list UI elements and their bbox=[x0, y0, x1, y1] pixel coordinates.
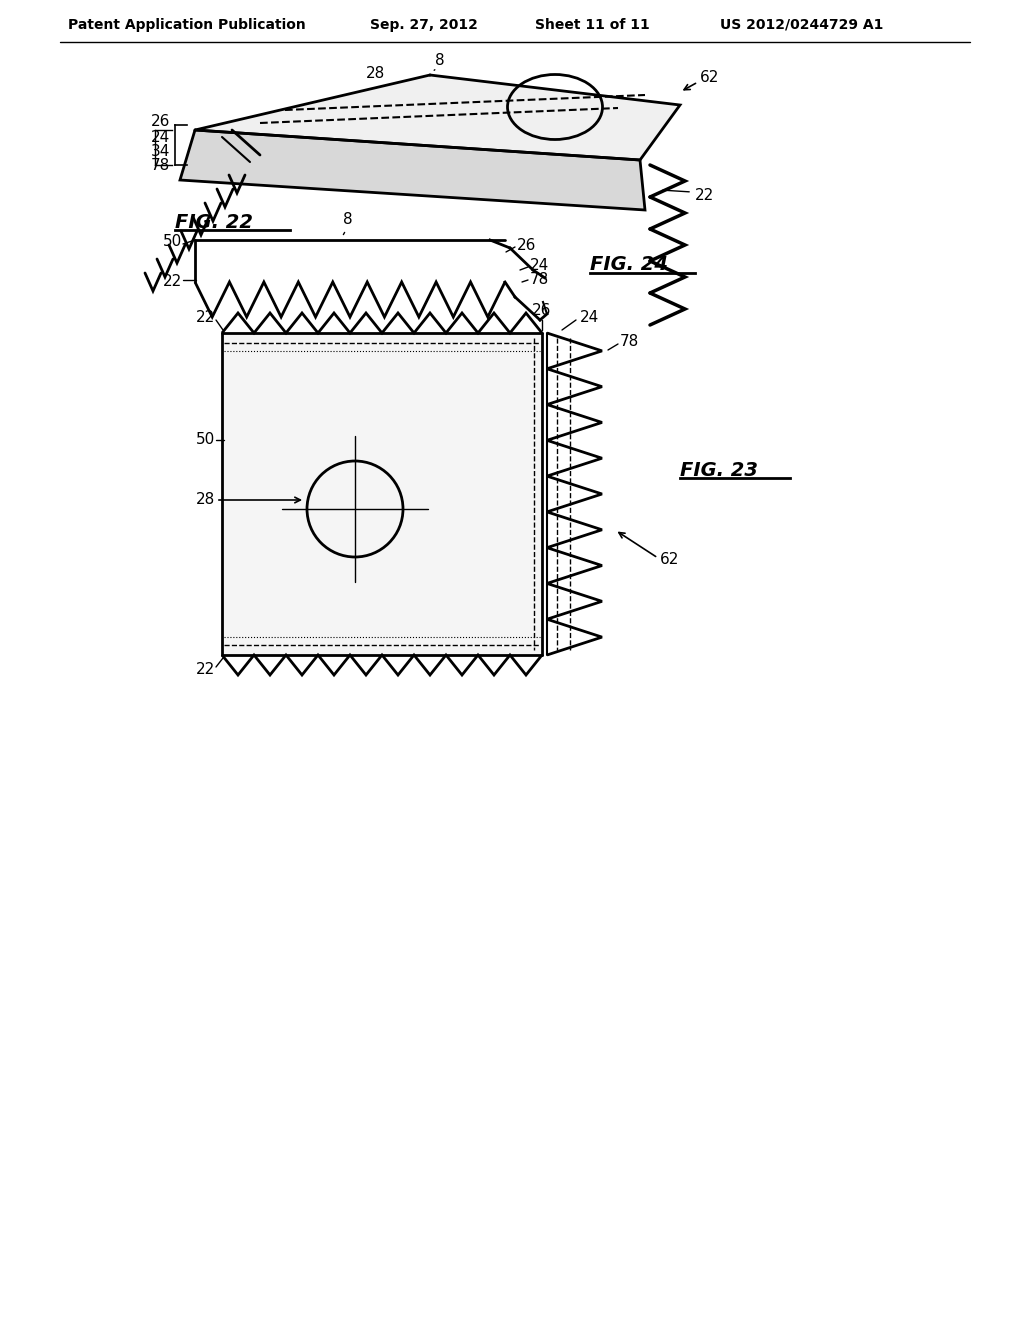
Text: 34: 34 bbox=[151, 144, 170, 160]
Text: 78: 78 bbox=[151, 158, 170, 173]
Text: 22: 22 bbox=[196, 310, 215, 326]
Text: 62: 62 bbox=[700, 70, 720, 86]
Text: 22: 22 bbox=[695, 187, 715, 202]
Text: 50: 50 bbox=[196, 433, 215, 447]
Polygon shape bbox=[180, 129, 645, 210]
Text: FIG. 22: FIG. 22 bbox=[175, 213, 253, 231]
Text: FIG. 23: FIG. 23 bbox=[680, 461, 758, 479]
Text: 24: 24 bbox=[530, 257, 549, 272]
Polygon shape bbox=[222, 333, 542, 655]
Text: 24: 24 bbox=[151, 131, 170, 145]
Text: Sep. 27, 2012: Sep. 27, 2012 bbox=[370, 18, 478, 32]
Text: 50: 50 bbox=[163, 235, 182, 249]
Text: 8: 8 bbox=[435, 53, 444, 69]
Text: 28: 28 bbox=[366, 66, 385, 81]
Text: 26: 26 bbox=[532, 304, 552, 318]
Text: 22: 22 bbox=[196, 663, 215, 677]
Text: 78: 78 bbox=[530, 272, 549, 288]
Text: 62: 62 bbox=[660, 553, 679, 568]
Text: 24: 24 bbox=[580, 310, 599, 326]
Text: US 2012/0244729 A1: US 2012/0244729 A1 bbox=[720, 18, 884, 32]
Text: 78: 78 bbox=[620, 334, 639, 350]
Text: Sheet 11 of 11: Sheet 11 of 11 bbox=[535, 18, 650, 32]
Text: 8: 8 bbox=[343, 213, 353, 227]
Text: 28: 28 bbox=[196, 492, 215, 507]
Text: 26: 26 bbox=[517, 238, 537, 252]
Text: 26: 26 bbox=[151, 115, 170, 129]
Text: 22: 22 bbox=[163, 275, 182, 289]
Text: FIG. 24: FIG. 24 bbox=[590, 256, 668, 275]
Polygon shape bbox=[195, 75, 680, 160]
Text: Patent Application Publication: Patent Application Publication bbox=[68, 18, 306, 32]
